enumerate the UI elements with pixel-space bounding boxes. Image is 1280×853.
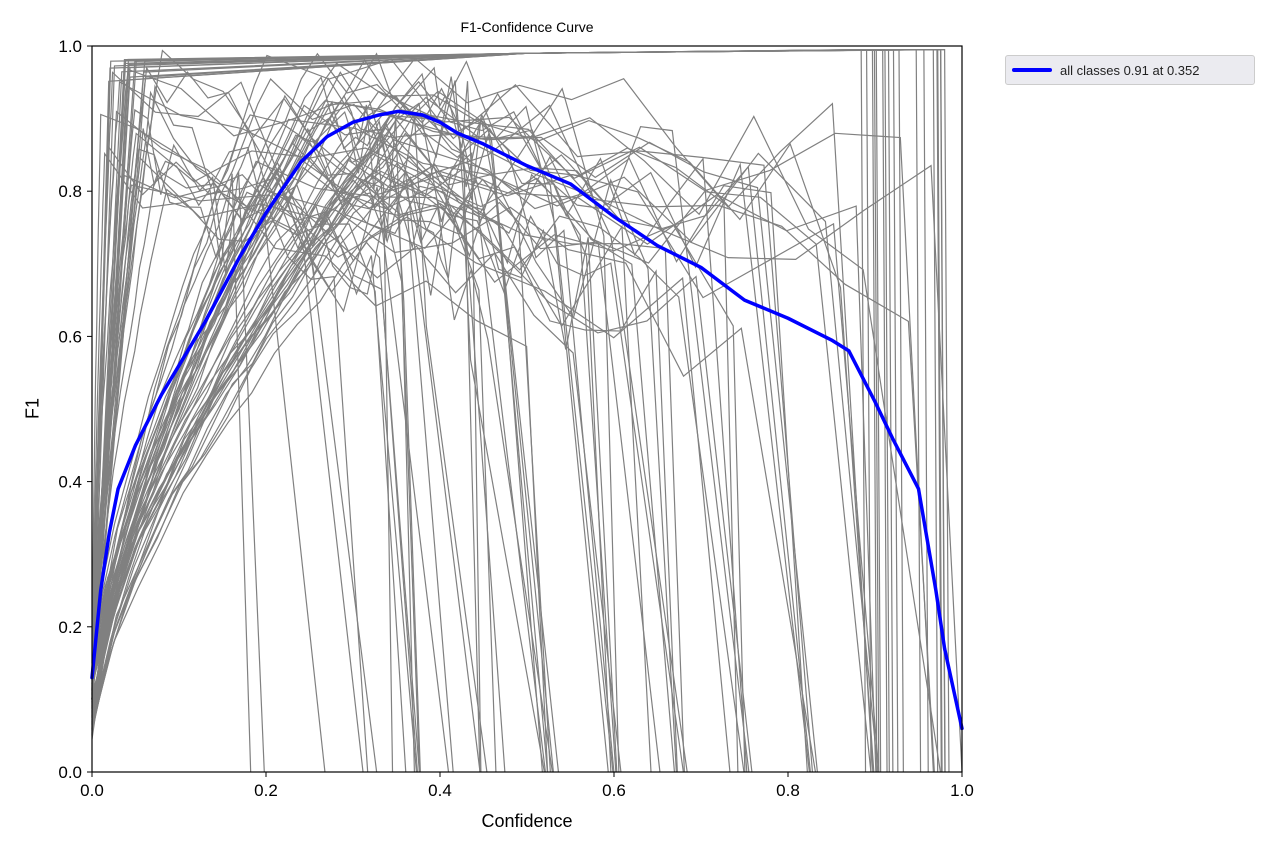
- legend-label: all classes 0.91 at 0.352: [1060, 62, 1200, 78]
- all-classes-curve: [90, 109, 964, 731]
- svg-text:1.0: 1.0: [950, 781, 974, 800]
- svg-text:0.0: 0.0: [58, 763, 82, 782]
- svg-text:0.4: 0.4: [58, 473, 82, 492]
- svg-text:0.4: 0.4: [428, 781, 452, 800]
- plot-frame: [91, 45, 963, 773]
- x-axis-label: Confidence: [481, 811, 573, 831]
- chart-title: F1-Confidence Curve: [460, 19, 594, 35]
- y-axis-ticks: 0.0 0.2 0.4 0.6 0.8 1.0: [58, 37, 92, 782]
- x-axis-ticks: 0.0 0.2 0.4 0.6 0.8 1.0: [80, 772, 974, 800]
- legend-line-icon: [1012, 68, 1052, 72]
- svg-text:0.2: 0.2: [58, 618, 82, 637]
- svg-text:0.2: 0.2: [254, 781, 278, 800]
- svg-text:0.8: 0.8: [776, 781, 800, 800]
- per-class-curves: [91, 49, 963, 773]
- y-axis-label: F1: [22, 398, 43, 420]
- svg-text:1.0: 1.0: [58, 37, 82, 56]
- svg-text:0.6: 0.6: [58, 327, 82, 346]
- svg-text:0.8: 0.8: [58, 182, 82, 201]
- legend: all classes 0.91 at 0.352: [1005, 55, 1255, 85]
- svg-text:0.0: 0.0: [80, 781, 104, 800]
- svg-text:0.6: 0.6: [602, 781, 626, 800]
